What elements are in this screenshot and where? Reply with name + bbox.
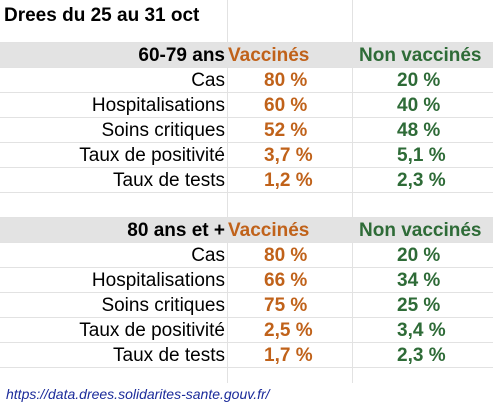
unvaccinated-value: 2,3 % — [397, 170, 446, 191]
table-row: Taux de positivité 2,5 % 3,4 % — [0, 318, 493, 343]
metric-label: Cas — [191, 245, 225, 266]
unvaccinated-value: 5,1 % — [397, 145, 446, 166]
vaccinated-value: 60 % — [264, 95, 308, 116]
vaccinated-value: 66 % — [264, 270, 308, 291]
table-row: Soins critiques 52 % 48 % — [0, 118, 493, 143]
vaccinated-header: Vaccinés — [228, 220, 310, 241]
vaccinated-value: 3,7 % — [264, 145, 313, 166]
metric-label: Taux de positivité — [79, 145, 225, 166]
vaccinated-value: 52 % — [264, 120, 308, 141]
group-header-row: 80 ans et + Vaccinés Non vaccinés — [0, 218, 493, 243]
metric-label: Hospitalisations — [91, 270, 225, 291]
column-divider — [227, 0, 228, 383]
metric-label: Hospitalisations — [91, 95, 225, 116]
title-row: Drees du 25 au 31 oct — [0, 0, 493, 43]
group-header-row: 60-79 ans Vaccinés Non vaccinés — [0, 43, 493, 68]
unvaccinated-value: 34 % — [397, 270, 441, 291]
vaccinated-value: 1,2 % — [264, 170, 313, 191]
table-row: Taux de tests 1,7 % 2,3 % — [0, 343, 493, 368]
table-row: Hospitalisations 60 % 40 % — [0, 93, 493, 118]
table-row: Taux de tests 1,2 % 2,3 % — [0, 168, 493, 193]
sheet-title: Drees du 25 au 31 oct — [4, 5, 200, 26]
group-label: 80 ans et + — [127, 220, 225, 241]
unvaccinated-value: 40 % — [397, 95, 441, 116]
unvaccinated-value: 20 % — [397, 245, 441, 266]
empty-row — [0, 193, 493, 218]
unvaccinated-value: 20 % — [397, 70, 441, 91]
unvaccinated-header: Non vaccinés — [359, 45, 482, 66]
metric-label: Taux de tests — [113, 345, 225, 366]
metric-label: Cas — [191, 70, 225, 91]
table-row: Soins critiques 75 % 25 % — [0, 293, 493, 318]
unvaccinated-value: 25 % — [397, 295, 441, 316]
unvaccinated-value: 2,3 % — [397, 345, 446, 366]
table-row: Cas 80 % 20 % — [0, 243, 493, 268]
metric-label: Taux de tests — [113, 170, 225, 191]
vaccinated-value: 2,5 % — [264, 320, 313, 341]
group-label: 60-79 ans — [138, 45, 225, 66]
metric-label: Taux de positivité — [79, 320, 225, 341]
table-row: Taux de positivité 3,7 % 5,1 % — [0, 143, 493, 168]
metric-label: Soins critiques — [101, 295, 225, 316]
unvaccinated-header: Non vaccinés — [359, 220, 482, 241]
metric-label: Soins critiques — [101, 120, 225, 141]
table-row: Hospitalisations 66 % 34 % — [0, 268, 493, 293]
column-divider — [352, 0, 353, 383]
vaccinated-value: 1,7 % — [264, 345, 313, 366]
vaccinated-value: 80 % — [264, 245, 308, 266]
vaccinated-value: 75 % — [264, 295, 308, 316]
unvaccinated-value: 48 % — [397, 120, 441, 141]
vaccinated-value: 80 % — [264, 70, 308, 91]
unvaccinated-value: 3,4 % — [397, 320, 446, 341]
vaccinated-header: Vaccinés — [228, 45, 310, 66]
table-row: Cas 80 % 20 % — [0, 68, 493, 93]
source-link[interactable]: https://data.drees.solidarites-sante.gou… — [6, 386, 270, 402]
